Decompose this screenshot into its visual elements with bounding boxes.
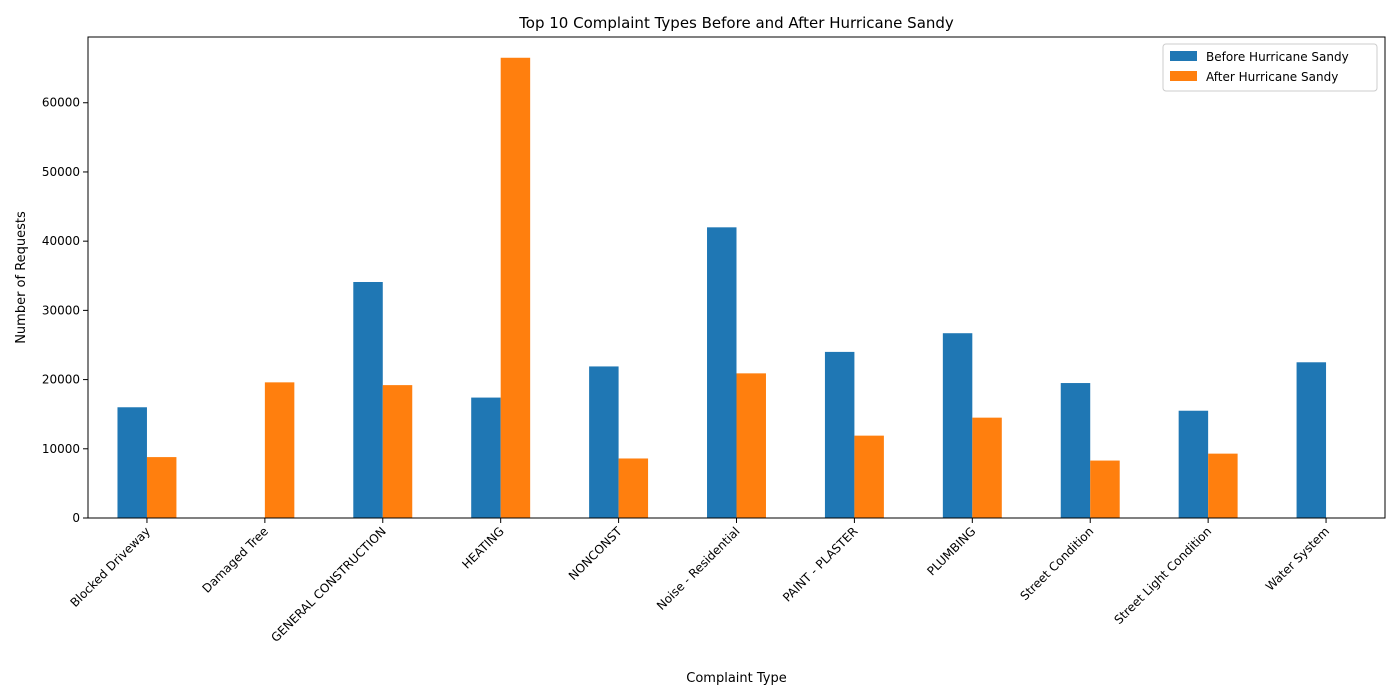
y-tick-label-0: 0 [72, 511, 80, 525]
bar-before-3 [471, 397, 501, 518]
bar-after-8 [1090, 460, 1120, 518]
y-axis-title: Number of Requests [14, 211, 29, 344]
bar-before-2 [353, 281, 383, 518]
x-tick-label-5: Noise - Residential [654, 524, 743, 613]
legend-swatch-after [1170, 71, 1197, 81]
y-tick-label-3: 30000 [42, 303, 80, 317]
bar-before-7 [942, 333, 973, 518]
y-tick-label-6: 60000 [42, 96, 80, 110]
bar-before-5 [707, 227, 737, 519]
x-tick-label-2: GENERAL CONSTRUCTION [268, 524, 389, 645]
bar-before-10 [1296, 362, 1327, 518]
chart-title: Top 10 Complaint Types Before and After … [518, 14, 954, 32]
bar-after-9 [1208, 453, 1238, 518]
bar-before-0 [117, 407, 147, 518]
x-tick-label-1: Damaged Tree [200, 524, 271, 595]
x-axis-title: Complaint Type [686, 671, 786, 686]
bar-before-4 [589, 366, 619, 518]
x-tick-label-0: Blocked Driveway [67, 524, 153, 610]
bars-layer [117, 57, 1327, 519]
bar-after-6 [854, 435, 884, 518]
x-tick-label-9: Street Light Condition [1112, 524, 1215, 627]
bar-after-7 [972, 417, 1002, 518]
plot-frame [87, 36, 1386, 519]
legend-label-before: Before Hurricane Sandy [1206, 50, 1349, 64]
x-tick-label-4: NONCONST [566, 524, 625, 583]
bar-after-2 [382, 385, 413, 518]
legend-box [1162, 43, 1378, 92]
y-tick-label-5: 50000 [42, 165, 80, 179]
x-tick-label-10: Water System [1263, 524, 1332, 593]
y-axis: 0 10000 20000 30000 40000 50000 60000 [42, 96, 88, 525]
y-tick-label-2: 20000 [42, 373, 80, 387]
bar-before-9 [1178, 410, 1209, 518]
bar-after-4 [618, 458, 649, 518]
bar-after-0 [146, 457, 177, 518]
bar-after-3 [500, 57, 531, 519]
bar-after-1 [264, 382, 295, 518]
x-tick-label-6: PAINT - PLASTER [780, 524, 860, 604]
bar-before-6 [824, 351, 855, 518]
legend-swatch-before [1170, 51, 1197, 61]
legend: Before Hurricane Sandy After Hurricane Sa… [1162, 43, 1378, 92]
bar-after-5 [736, 373, 766, 518]
x-tick-label-8: Street Condition [1017, 524, 1096, 603]
bar-before-8 [1060, 383, 1091, 518]
x-tick-label-7: PLUMBING [924, 524, 978, 578]
y-tick-label-4: 40000 [42, 234, 80, 248]
x-tick-label-3: HEATING [459, 524, 506, 571]
y-tick-label-1: 10000 [42, 442, 80, 456]
legend-label-after: After Hurricane Sandy [1206, 70, 1338, 84]
